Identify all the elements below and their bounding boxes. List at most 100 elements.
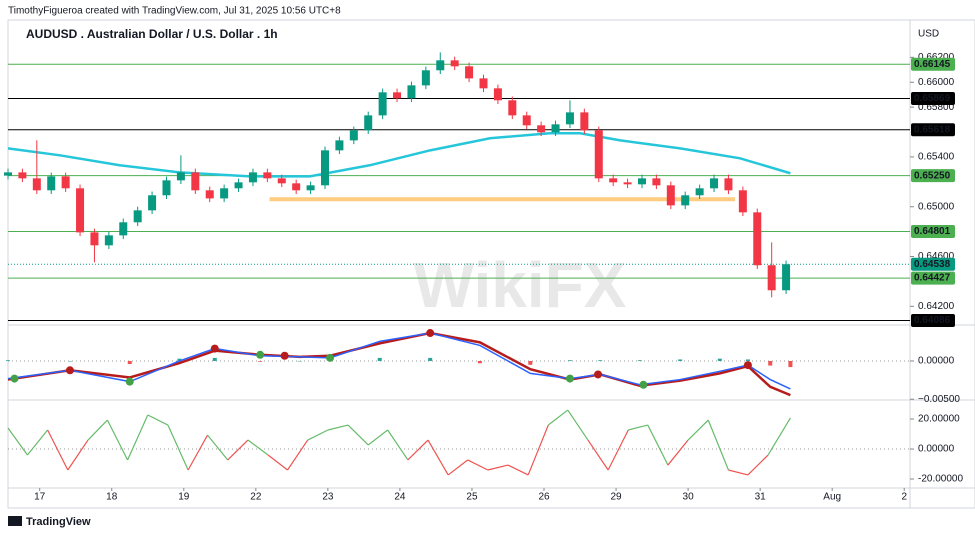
candle-body xyxy=(320,150,329,186)
y-tick-label: 0.00000 xyxy=(918,356,955,367)
histogram-bar xyxy=(477,360,482,364)
histogram-bar xyxy=(788,360,793,368)
cross-dot xyxy=(594,370,603,379)
candle-body xyxy=(508,100,517,116)
candle-body xyxy=(594,130,603,179)
footer: TradingView xyxy=(26,516,91,528)
y-tick-label: 0.65400 xyxy=(918,152,955,163)
oscillator-segment xyxy=(767,417,791,456)
x-tick-label: 30 xyxy=(683,492,695,503)
oscillator-segment xyxy=(327,424,349,431)
histogram-bar xyxy=(127,360,132,365)
histogram-bar xyxy=(745,359,750,361)
oscillator-segment xyxy=(387,429,409,461)
level-label: 0.64086 xyxy=(914,315,951,326)
histogram-bar xyxy=(717,358,722,361)
cross-dot xyxy=(426,329,435,338)
oscillator-segment xyxy=(667,439,689,466)
candle-body xyxy=(450,60,459,67)
candle-body xyxy=(637,178,646,185)
histogram-bar xyxy=(212,357,217,361)
oscillator-segment xyxy=(167,424,189,471)
y-tick-label: 0.00000 xyxy=(918,444,955,455)
candle-body xyxy=(738,190,747,213)
histogram-bar xyxy=(678,359,683,361)
candle-body xyxy=(61,176,70,189)
logo xyxy=(8,516,22,526)
x-tick-label: 22 xyxy=(250,492,262,503)
oscillator-segment xyxy=(287,439,309,471)
level-badge xyxy=(911,92,955,106)
candle-body xyxy=(493,88,502,101)
candle-body xyxy=(436,60,445,71)
candle-body xyxy=(537,125,546,133)
level-label: 0.64538 xyxy=(914,259,951,270)
histogram-bar xyxy=(67,360,72,362)
level-badge xyxy=(911,225,955,239)
candle-body xyxy=(104,235,113,246)
currency-label: USD xyxy=(918,29,939,40)
candle-body xyxy=(710,178,719,189)
x-tick-label: Aug xyxy=(823,492,841,503)
oscillator-segment xyxy=(207,434,229,461)
cross-dot xyxy=(210,344,219,353)
level-label: 0.66145 xyxy=(914,59,951,70)
level-label: 0.65250 xyxy=(914,170,951,181)
x-tick-label: 29 xyxy=(610,492,622,503)
candle-body xyxy=(47,176,56,191)
candle-body xyxy=(205,190,214,199)
level-badge xyxy=(911,169,955,183)
macd-line xyxy=(7,332,791,390)
candle-body xyxy=(609,178,618,183)
candle-body xyxy=(364,115,373,131)
level-badge xyxy=(911,123,955,137)
histogram-bar xyxy=(598,360,603,361)
level-badge xyxy=(911,271,955,285)
y-tick-label: −0.00500 xyxy=(918,394,960,405)
histogram-bar xyxy=(637,360,642,361)
oscillator-segment xyxy=(347,424,369,446)
candle-body xyxy=(378,92,387,116)
oscillator-segment xyxy=(147,414,169,426)
histogram-bar xyxy=(297,360,302,362)
histogram-bar xyxy=(6,360,10,361)
candle-body xyxy=(248,172,257,183)
oscillator-segment xyxy=(87,419,108,441)
candle-body xyxy=(724,178,733,191)
cross-dot xyxy=(743,361,752,370)
candle-body xyxy=(421,70,430,86)
y-tick-label: 0.66200 xyxy=(918,52,955,63)
oscillator-segment xyxy=(367,429,389,446)
cross-dot xyxy=(565,374,574,383)
candle-body xyxy=(191,172,200,191)
candle-body xyxy=(306,185,315,191)
oscillator-segment xyxy=(307,429,329,441)
candle-body xyxy=(220,188,229,199)
oscillator-segment xyxy=(587,439,609,471)
cross-dot xyxy=(326,353,335,362)
y-tick-label: 0.65800 xyxy=(918,102,955,113)
candle-body xyxy=(176,172,185,181)
histogram-bar xyxy=(528,360,533,365)
level-badge xyxy=(911,314,955,328)
chart-title: AUDUSD . Australian Dollar / U.S. Dollar… xyxy=(26,27,278,41)
histogram-bar xyxy=(567,360,572,361)
candle-body xyxy=(465,66,474,79)
candle-body xyxy=(393,92,402,99)
oscillator-segment xyxy=(247,439,269,456)
oscillator-segment xyxy=(106,419,129,461)
cross-dot xyxy=(256,350,265,359)
candle-body xyxy=(76,188,85,233)
oscillator-segment xyxy=(728,469,749,476)
oscillator-segment xyxy=(187,434,209,471)
oscillator-segment xyxy=(467,459,489,471)
candle-body xyxy=(234,182,243,189)
candle-body xyxy=(32,178,41,191)
oscillator-segment xyxy=(628,424,648,431)
candle-body xyxy=(695,188,704,196)
oscillator-segment xyxy=(26,429,49,456)
candle-body xyxy=(522,115,531,126)
oscillator-segment xyxy=(127,414,149,461)
candle-body xyxy=(681,195,690,206)
